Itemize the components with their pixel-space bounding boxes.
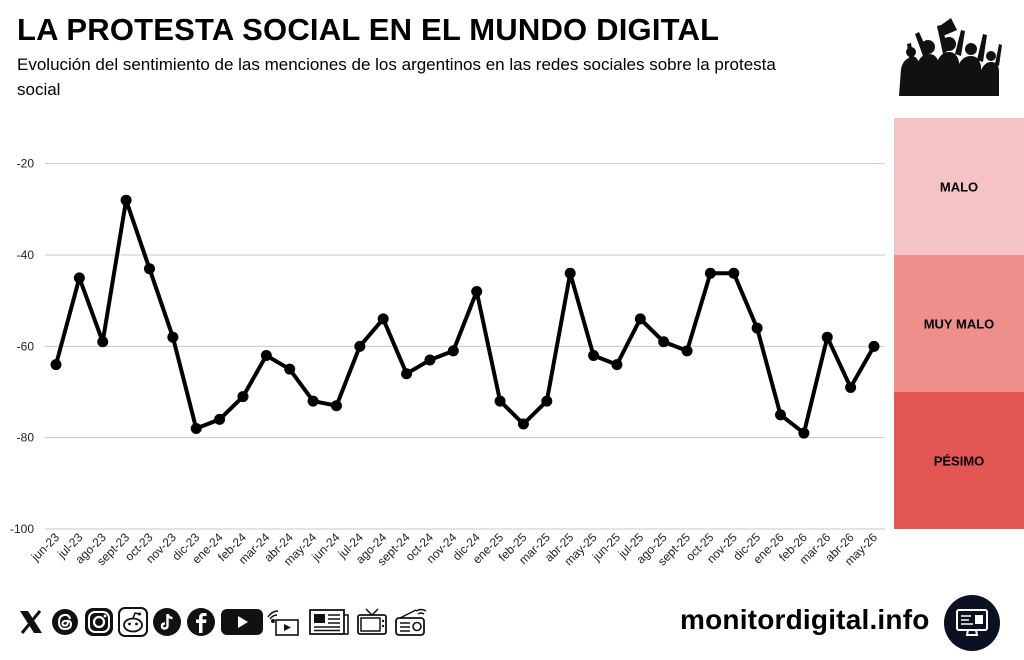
data-point	[658, 336, 670, 348]
data-point	[401, 368, 413, 380]
data-point	[214, 413, 226, 425]
series-points	[50, 194, 880, 439]
band-label-2: PÉSIMO	[934, 454, 985, 469]
data-point	[775, 409, 787, 421]
threads-icon[interactable]	[50, 607, 80, 637]
data-point	[143, 263, 155, 275]
data-point	[97, 336, 109, 348]
y-axis-ticks: -20 -40 -60 -80 -100	[10, 157, 34, 536]
page-title: LA PROTESTA SOCIAL EN EL MUNDO DIGITAL	[17, 12, 720, 47]
television-icon	[357, 608, 387, 635]
data-point	[260, 349, 272, 361]
instagram-icon[interactable]	[84, 607, 114, 637]
monitor-icon	[956, 609, 988, 636]
data-point	[517, 418, 529, 430]
series-line	[54, 198, 876, 436]
data-point	[50, 359, 62, 371]
band-label-0: MALO	[940, 180, 978, 195]
data-point	[611, 359, 623, 371]
data-point	[447, 345, 459, 357]
sentiment-bands: MALO MUY MALO PÉSIMO	[894, 118, 1024, 529]
site-url[interactable]: monitordigital.info	[680, 604, 930, 635]
data-point	[237, 391, 249, 403]
sentiment-line-chart: MALO MUY MALO PÉSIMO -20 -40 -60 -80 -100 jun-…	[10, 118, 1024, 568]
facebook-icon[interactable]	[186, 607, 216, 637]
data-point	[821, 331, 833, 343]
data-point	[704, 267, 716, 279]
protest-crowd-icon	[899, 18, 1002, 96]
data-point	[564, 267, 576, 279]
data-point	[541, 395, 553, 407]
data-point	[634, 313, 646, 325]
data-point	[307, 395, 319, 407]
data-point	[424, 354, 436, 366]
youtube-icon[interactable]	[220, 607, 264, 637]
radio-icon	[395, 608, 427, 636]
social-links	[16, 607, 264, 637]
band-2	[894, 392, 1024, 529]
data-point	[471, 286, 483, 298]
band-0	[894, 118, 1024, 255]
data-point	[798, 427, 810, 439]
page-subtitle: Evolución del sentimiento de las mencion…	[17, 55, 776, 99]
data-point	[190, 423, 202, 435]
y-tick-label: -20	[17, 157, 35, 171]
gridlines	[45, 163, 885, 530]
band-label-1: MUY MALO	[924, 317, 995, 332]
data-point	[681, 345, 693, 357]
y-tick-label: -100	[10, 522, 34, 536]
band-1	[894, 255, 1024, 392]
data-point	[868, 340, 880, 352]
data-point	[284, 363, 296, 375]
data-point	[73, 272, 85, 284]
x-icon[interactable]	[16, 607, 46, 637]
data-point	[120, 194, 132, 206]
data-point	[354, 340, 366, 352]
monitor-logo	[944, 595, 1000, 651]
y-tick-label: -60	[17, 339, 35, 353]
data-point	[377, 313, 389, 325]
media-icons	[266, 607, 430, 637]
y-tick-label: -80	[17, 431, 35, 445]
data-point	[751, 322, 763, 334]
radio-tv-icon	[267, 610, 299, 636]
newspaper-icon	[309, 609, 349, 635]
data-point	[494, 395, 506, 407]
data-point	[728, 267, 740, 279]
reddit-icon[interactable]	[118, 607, 148, 637]
data-point	[167, 331, 179, 343]
tiktok-icon[interactable]	[152, 607, 182, 637]
y-tick-label: -40	[17, 248, 35, 262]
data-point	[330, 400, 342, 412]
x-axis-ticks: jun-23jul-23ago-23sept-23oct-23nov-23dic…	[28, 530, 880, 568]
data-point	[588, 349, 600, 361]
data-point	[845, 381, 857, 393]
